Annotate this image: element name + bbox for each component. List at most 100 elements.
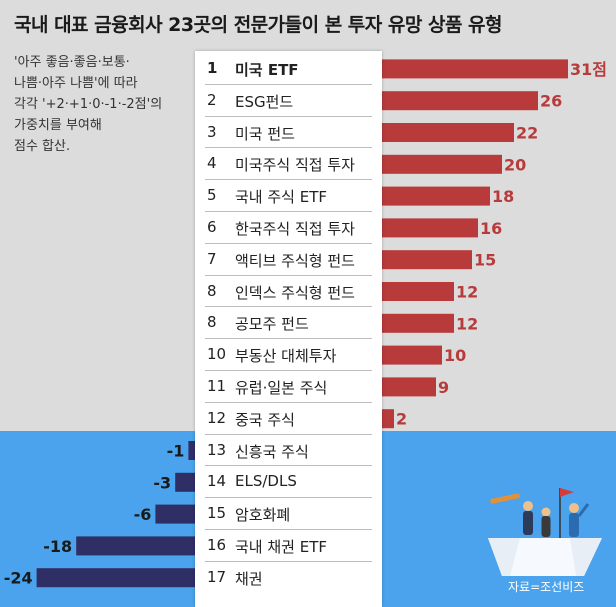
value-label: 12: [456, 314, 478, 333]
rank-label: 8: [207, 281, 217, 300]
value-label: 22: [516, 124, 538, 143]
category-label: 채권: [235, 569, 263, 588]
rank-label: 2: [207, 90, 217, 109]
row-separator: [205, 83, 372, 85]
category-row: 13 신흥국 주식: [195, 435, 382, 467]
rank-label: 14: [207, 472, 227, 491]
rank-label: 4: [207, 154, 217, 173]
bar: [382, 250, 472, 270]
bar: [382, 59, 568, 79]
rank-label: 17: [207, 567, 227, 586]
value-label: -1: [167, 442, 185, 461]
value-label: 20: [504, 155, 526, 174]
category-row: 17 채권: [195, 562, 382, 594]
row-separator: [205, 242, 372, 244]
rank-label: 16: [207, 536, 227, 554]
note-line: 점수 합산.: [14, 139, 71, 154]
row-separator: [205, 369, 372, 371]
category-row: 14 ELS/DLS: [195, 466, 382, 499]
row-separator: [205, 115, 372, 117]
row-separator: [205, 179, 372, 181]
rank-label: 5: [207, 186, 217, 205]
row-separator: [205, 210, 372, 212]
category-row: 16 국내 채권 ETF: [195, 530, 382, 562]
category-label-panel: 1 미국 ETF 2 ESG펀드 3 미국 펀드 4 미국주식 직접 투자 5 국내 주식 ETF…: [195, 51, 382, 607]
category-label: 공모주 펀드: [235, 315, 309, 334]
rank-label: 8: [207, 313, 217, 332]
bar: [155, 504, 195, 524]
category-row: 12 중국 주식: [195, 403, 382, 435]
note-line: 나쁨·아주 나쁨'에 따라: [14, 76, 138, 91]
category-row: 15 암호화폐: [195, 498, 382, 530]
bar: [175, 472, 195, 492]
category-label: 인덱스 주식형 펀드: [235, 283, 355, 302]
value-label: -3: [153, 473, 171, 492]
bar: [76, 536, 195, 556]
category-label: 미국 ETF: [235, 61, 299, 79]
rank-label: 15: [207, 504, 227, 523]
rank-label: 3: [207, 122, 217, 141]
category-row: 4 미국주식 직접 투자: [195, 148, 382, 181]
page-title: 국내 대표 금융회사 23곳의 전문가들이 본 투자 유망 상품 유형: [14, 14, 503, 36]
row-separator: [205, 465, 372, 467]
source-credit: 자료=조선비즈: [508, 580, 585, 594]
category-label: 부동산 대체투자: [235, 347, 337, 366]
value-label: -24: [4, 569, 33, 588]
value-label: 31점: [570, 60, 607, 79]
rank-label: 6: [207, 218, 217, 236]
bar: [382, 186, 490, 206]
row-separator: [205, 433, 372, 435]
category-row: 10 부동산 대체투자: [195, 339, 382, 371]
bar: [382, 123, 514, 142]
bar: [382, 154, 502, 174]
category-row: 1 미국 ETF: [195, 53, 382, 85]
rank-label: 13: [207, 440, 227, 459]
category-row: 11 유럽·일본 주식: [195, 371, 382, 403]
row-separator: [205, 147, 372, 149]
value-label: 26: [540, 92, 562, 111]
bar: [382, 313, 454, 333]
bar: [382, 409, 394, 429]
value-label: 12: [456, 283, 478, 302]
bar: [382, 377, 436, 397]
bar: [36, 568, 195, 588]
category-label: 액티브 주식형 펀드: [235, 251, 355, 270]
row-separator: [205, 401, 372, 403]
bar: [382, 282, 454, 301]
category-label: 국내 채권 ETF: [235, 538, 328, 556]
bar: [382, 345, 442, 365]
category-row: 3 미국 펀드: [195, 117, 382, 149]
category-label: 암호화폐: [235, 506, 291, 525]
category-label: 미국 펀드: [235, 124, 295, 143]
value-label: 10: [444, 346, 466, 365]
category-label: 한국주식 직접 투자: [235, 220, 355, 238]
bar: [382, 218, 478, 238]
value-label: 2: [396, 410, 407, 429]
value-label: 9: [438, 378, 449, 397]
category-label: ESG펀드: [235, 92, 294, 111]
value-label: -6: [134, 505, 152, 524]
row-separator: [205, 497, 372, 499]
category-row: 8 공모주 펀드: [195, 307, 382, 340]
category-row: 6 한국주식 직접 투자: [195, 212, 382, 244]
value-label: -18: [43, 537, 72, 556]
rank-label: 11: [207, 377, 227, 395]
rank-label: 7: [207, 249, 217, 268]
method-note: '아주 좋음·좋음·보통· 나쁨·아주 나쁨'에 따라 각각 '+2·+1·0·…: [14, 52, 189, 157]
rank-label: 10: [207, 345, 227, 364]
note-line: '아주 좋음·좋음·보통·: [14, 55, 130, 70]
value-label: 15: [474, 251, 496, 270]
row-separator: [205, 306, 372, 308]
note-line: 각각 '+2·+1·0·-1·-2점'의: [14, 97, 163, 112]
category-row: 8 인덱스 주식형 펀드: [195, 276, 382, 308]
row-separator: [205, 338, 372, 340]
bar: [382, 91, 538, 111]
category-label: 중국 주식: [235, 410, 295, 429]
category-label: 신흥국 주식: [235, 442, 309, 461]
row-separator: [205, 528, 372, 530]
category-label: ELS/DLS: [235, 472, 297, 491]
bar: [188, 441, 195, 460]
note-line: 가중치를 부여해: [14, 118, 102, 133]
